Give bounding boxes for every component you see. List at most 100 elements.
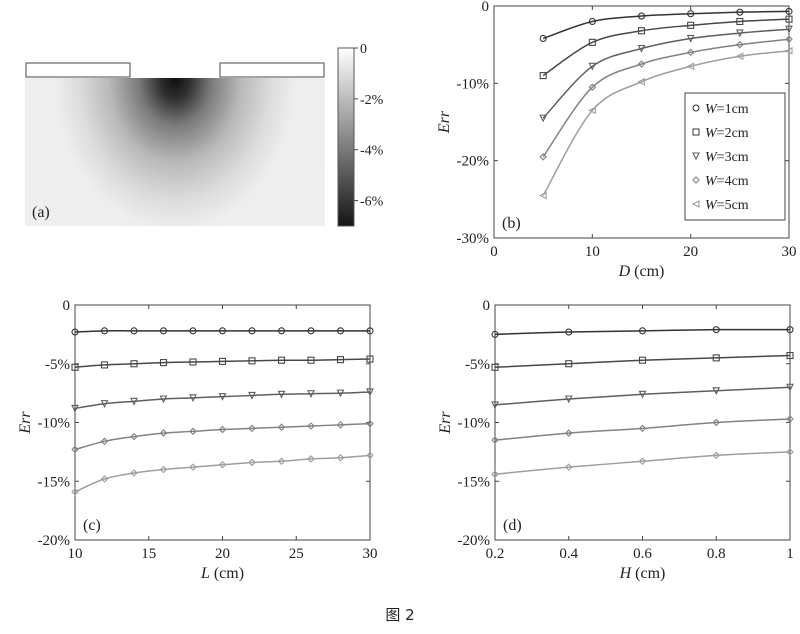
series-4 (491, 415, 794, 444)
data-point (784, 46, 793, 55)
data-point (687, 21, 695, 29)
data-point (539, 153, 547, 161)
legend-variable: W (705, 126, 718, 141)
series-2 (539, 15, 793, 80)
data-point (159, 465, 168, 474)
y-axis-label: Err (436, 110, 453, 134)
x-axis-unit: (cm) (630, 263, 664, 280)
data-point (218, 425, 227, 434)
x-axis-label: H (cm) (619, 565, 666, 582)
legend-marker (691, 200, 700, 208)
y-tick-label: 0 (483, 298, 491, 314)
x-tick-label: 0.2 (486, 546, 505, 562)
x-tick-label: 0.4 (559, 546, 578, 562)
right-electrode (219, 62, 325, 78)
data-point (736, 8, 744, 16)
y-tick-label: -20% (457, 154, 490, 170)
colorbar-tick-label: -4% (360, 144, 384, 159)
data-point (189, 394, 197, 403)
x-tick-label: 30 (782, 244, 797, 260)
data-point (588, 83, 597, 91)
data-point (491, 330, 499, 338)
x-axis-variable: H (619, 565, 633, 582)
figure-caption: 图 2 (385, 606, 415, 624)
data-point (100, 475, 109, 483)
colorbar-ticks: 0 -2% -4% -6% (354, 42, 384, 210)
data-point (130, 327, 138, 335)
data-point (637, 44, 646, 53)
series-3 (491, 383, 794, 410)
series-line (74, 422, 371, 451)
y-tick-label: -30% (457, 231, 490, 247)
data-point (564, 395, 573, 404)
series-3 (539, 25, 793, 123)
data-point (248, 357, 256, 365)
data-point (736, 40, 744, 49)
data-point (336, 421, 345, 429)
x-axis-unit: (cm) (631, 565, 665, 582)
data-point (588, 17, 596, 26)
heatmap-hotspot (25, 78, 325, 226)
data-point (491, 470, 499, 478)
series-4 (71, 419, 374, 454)
data-point (307, 455, 315, 463)
y-tick-label: 0 (63, 298, 71, 314)
data-point (159, 395, 168, 404)
data-point (159, 327, 168, 335)
plot-area (74, 304, 371, 541)
data-point (130, 360, 138, 368)
y-tick-label: 0 (482, 0, 490, 15)
data-point (366, 451, 374, 460)
data-point (637, 60, 646, 68)
data-point (786, 326, 794, 334)
x-tick-label: 1 (786, 546, 794, 562)
data-point (218, 327, 227, 335)
data-point (638, 424, 647, 433)
legend-variable: W (705, 198, 718, 213)
data-point (785, 7, 793, 15)
legend-marker (692, 104, 700, 112)
legend-entry: W=2cm (705, 126, 749, 141)
data-point (71, 488, 79, 496)
data-point (248, 327, 256, 335)
colorbar (337, 47, 355, 227)
data-point (539, 34, 547, 43)
series-1 (539, 7, 793, 43)
plot-area (494, 304, 791, 541)
data-point (637, 12, 646, 20)
data-point (336, 327, 345, 335)
data-point (638, 356, 647, 364)
data-point (189, 427, 197, 436)
data-point (564, 463, 573, 471)
series-5 (71, 451, 374, 496)
y-tick-label: -5% (465, 357, 490, 373)
data-point (539, 114, 548, 123)
data-point (100, 400, 109, 408)
panel-label-d: (d) (503, 517, 522, 534)
x-tick-label: 30 (363, 546, 378, 562)
data-point (218, 393, 227, 401)
data-point (159, 429, 168, 437)
x-axis-variable: D (618, 263, 631, 280)
x-axis-variable: L (200, 565, 210, 582)
series-line (494, 418, 791, 441)
legend-value: =2cm (717, 126, 749, 141)
data-point (100, 361, 109, 369)
colorbar-tick-label: -2% (360, 93, 384, 108)
x-tick-label: 20 (215, 546, 230, 562)
data-point (366, 327, 374, 335)
data-point (712, 451, 721, 460)
data-point (189, 358, 197, 366)
legend-marker (692, 176, 700, 184)
data-point (71, 445, 79, 454)
x-tick-label: 0.8 (707, 546, 726, 562)
y-axis-label: Err (17, 411, 34, 435)
data-point (638, 327, 647, 335)
data-point (307, 422, 315, 430)
legend-marker (692, 152, 700, 161)
x-tick-label: 0 (490, 244, 498, 260)
data-point (712, 354, 720, 362)
data-point (637, 77, 646, 86)
data-point (189, 463, 197, 471)
data-point (686, 62, 695, 71)
